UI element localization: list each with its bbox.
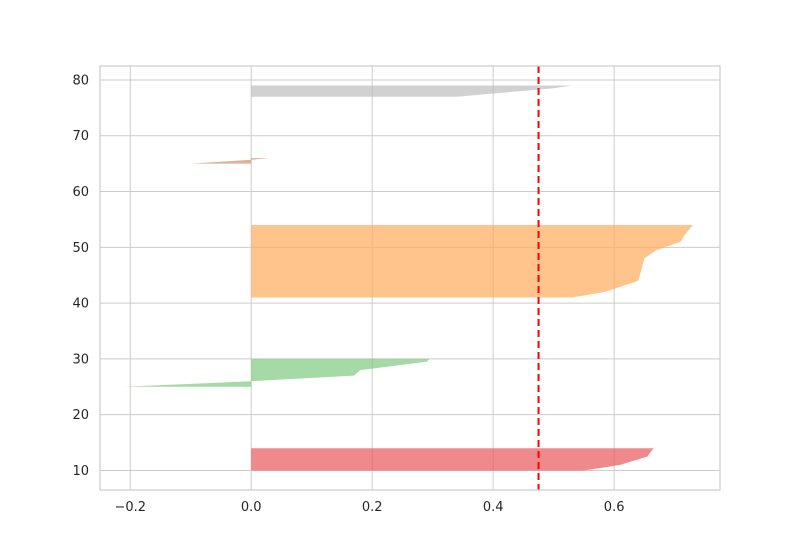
x-tick-label: 0.2 (362, 500, 383, 515)
y-tick-label: 80 (72, 73, 89, 88)
cluster-area-4 (190, 158, 270, 164)
x-tick-label: 0.4 (483, 500, 504, 515)
y-axis-ticks: 10 20 30 40 50 60 70 80 (72, 73, 89, 479)
x-tick-label: −0.2 (114, 500, 146, 515)
x-axis-ticks: −0.2 0.0 0.2 0.4 0.6 (114, 500, 624, 515)
y-tick-label: 10 (72, 464, 89, 479)
cluster-area-5 (251, 85, 572, 97)
y-tick-label: 60 (72, 185, 89, 200)
cluster-area-3 (251, 225, 693, 298)
y-tick-label: 20 (72, 408, 89, 423)
cluster-area-1 (251, 448, 654, 471)
y-tick-label: 50 (72, 241, 89, 256)
cluster-area-2 (124, 358, 430, 387)
cluster-areas (124, 85, 693, 471)
x-tick-label: 0.0 (241, 500, 262, 515)
y-tick-label: 70 (72, 129, 89, 144)
y-tick-label: 30 (72, 352, 89, 367)
plot-frame (99, 65, 721, 491)
x-tick-label: 0.6 (604, 500, 625, 515)
y-tick-label: 40 (72, 297, 89, 312)
